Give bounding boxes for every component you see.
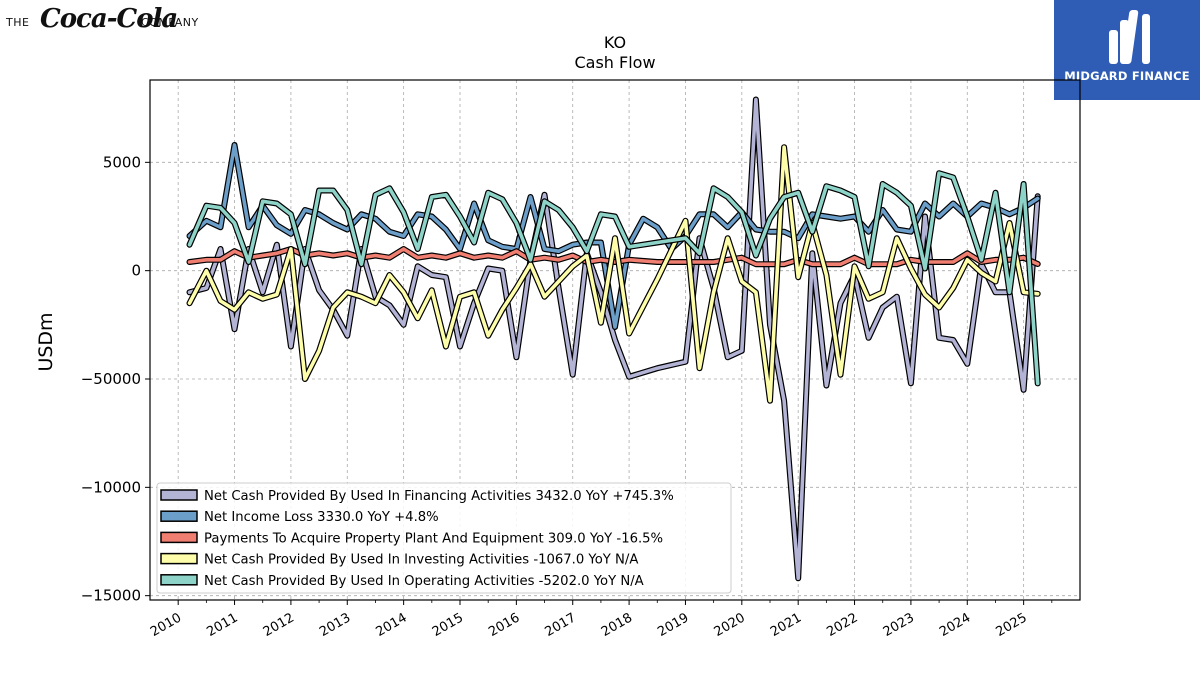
series-line-1 (187, 143, 1040, 329)
x-tick-label: 2015 (430, 610, 466, 640)
series-line-4 (187, 171, 1040, 386)
x-tick-label: 2018 (599, 610, 635, 640)
x-tick-label: 2014 (373, 610, 409, 640)
publisher-logo: MIDGARD FINANCE (1054, 0, 1200, 100)
brand-prefix: THE (6, 16, 30, 29)
y-tick-label: −10000 (81, 478, 141, 496)
x-tick-label: 2013 (317, 610, 353, 640)
brand-logo: THE Coca-Cola COMPANY (6, 4, 216, 40)
series-line-3 (187, 145, 1040, 403)
series-line-0 (187, 97, 1040, 581)
plot-area (149, 79, 1081, 601)
series-line-2 (187, 247, 1040, 267)
x-tick-label: 2019 (655, 610, 691, 640)
y-tick-label: −15000 (81, 587, 141, 605)
legend-swatch-1 (160, 510, 198, 522)
y-axis-label: USDm (35, 312, 57, 371)
legend-swatch-0 (160, 489, 198, 501)
x-tick-label: 2021 (768, 610, 804, 640)
x-tick-label: 2025 (993, 610, 1029, 640)
legend-swatch-3 (160, 552, 198, 565)
x-tick-label: 2017 (543, 610, 579, 640)
legend-label-0: Net Cash Provided By Used In Financing A… (204, 489, 674, 504)
y-tick-label: 5000 (103, 153, 141, 171)
publisher-name: MIDGARD FINANCE (1064, 69, 1190, 83)
x-tick-label: 2012 (261, 610, 297, 640)
y-tick-label: 0 (131, 262, 141, 280)
y-tick-label: −50000 (81, 370, 141, 388)
legend-label-1: Net Income Loss 3330.0 YoY +4.8% (204, 510, 439, 525)
chart-subtitle: Cash Flow (574, 53, 655, 72)
series-lines (186, 96, 1041, 582)
x-tick-label: 2020 (712, 610, 748, 640)
x-tick-label: 2010 (148, 610, 184, 640)
legend-label-4: Net Cash Provided By Used In Operating A… (204, 574, 644, 589)
legend-swatch-4 (160, 574, 198, 586)
x-tick-label: 2011 (204, 610, 240, 640)
x-tick-label: 2023 (881, 610, 917, 640)
legend-label-3: Net Cash Provided By Used In Investing A… (204, 553, 638, 568)
legend-box (156, 482, 732, 594)
legend-swatch-2 (160, 531, 198, 544)
legend: Net Cash Provided By Used In Financing A… (156, 482, 732, 594)
legend-label-2: Payments To Acquire Property Plant And E… (204, 531, 663, 546)
x-tick-label: 2016 (486, 610, 522, 640)
brand-name: Coca-Cola (40, 4, 178, 34)
x-tick-label: 2022 (824, 610, 860, 640)
chart-title: KO (604, 33, 626, 52)
brand-suffix: COMPANY (141, 16, 199, 29)
x-tick-label: 2024 (937, 610, 973, 640)
publisher-emblem-icon (1109, 10, 1150, 64)
